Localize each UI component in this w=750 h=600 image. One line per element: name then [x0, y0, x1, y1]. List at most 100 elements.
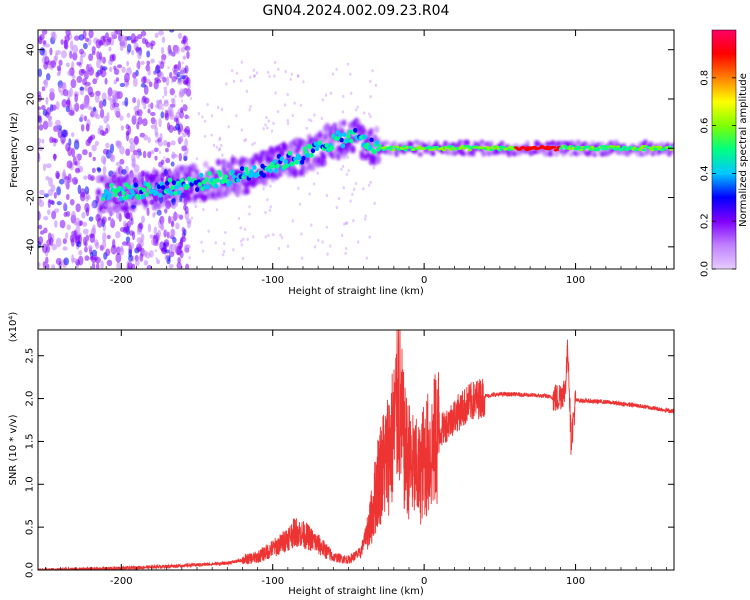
noise-blob — [210, 133, 213, 137]
ridge-blob — [235, 177, 241, 183]
y-tick-label: 2.0 — [25, 391, 36, 407]
noise-blob — [354, 181, 358, 186]
noise-blob — [175, 213, 181, 219]
noise-blob — [94, 256, 101, 264]
noise-blob — [279, 233, 282, 237]
noise-blob — [38, 115, 43, 124]
noise-blob — [298, 202, 302, 206]
noise-blob — [240, 239, 243, 243]
noise-blob — [323, 152, 327, 156]
noise-blob — [84, 37, 89, 42]
noise-blob — [85, 139, 91, 147]
y-tick-label: 1.0 — [25, 476, 36, 492]
noise-blob — [84, 240, 88, 247]
noise-blob — [71, 254, 75, 264]
noise-blob — [162, 95, 165, 99]
noise-blob — [168, 30, 175, 33]
ridge-blob — [204, 177, 209, 182]
ridge-blob — [147, 184, 152, 190]
noise-blob — [51, 104, 57, 111]
noise-blob — [147, 108, 151, 114]
noise-blob — [177, 118, 180, 122]
noise-blob — [241, 256, 245, 261]
noise-blob — [38, 36, 43, 45]
noise-blob — [230, 69, 234, 73]
ridge-blob — [290, 161, 295, 167]
noise-blob — [126, 43, 132, 53]
noise-blob — [118, 212, 122, 222]
noise-blob — [184, 138, 188, 148]
noise-blob — [262, 127, 265, 131]
ridge-blob — [218, 172, 223, 178]
noise-blob — [176, 71, 181, 78]
noise-blob — [130, 204, 137, 209]
noise-blob — [71, 147, 76, 158]
noise-blob — [163, 229, 167, 238]
noise-blob — [72, 176, 78, 185]
noise-blob — [75, 225, 81, 234]
noise-blob — [38, 262, 41, 268]
noise-blob — [122, 220, 128, 228]
band-blob — [279, 149, 285, 157]
noise-blob — [82, 228, 89, 235]
ridge-blob — [223, 174, 228, 180]
noise-blob — [165, 157, 171, 164]
ridge-blob — [297, 155, 302, 161]
noise-blob — [201, 249, 205, 253]
noise-blob — [221, 153, 224, 157]
ridge-blob — [403, 148, 408, 152]
noise-blob — [156, 243, 159, 247]
noise-blob — [158, 150, 162, 154]
noise-blob — [143, 84, 149, 95]
noise-blob — [48, 199, 54, 204]
noise-blob — [131, 97, 137, 103]
noise-blob — [119, 145, 125, 155]
noise-blob — [361, 157, 364, 161]
noise-blob — [249, 104, 252, 109]
noise-blob — [61, 50, 67, 59]
noise-blob — [56, 71, 61, 77]
noise-blob — [321, 240, 324, 244]
noise-blob — [160, 247, 165, 252]
noise-blob — [128, 137, 135, 145]
noise-blob — [181, 227, 186, 233]
band-blob — [464, 140, 471, 146]
noise-blob — [163, 155, 166, 160]
noise-blob — [181, 145, 187, 152]
noise-blob — [182, 88, 188, 95]
band-blob — [335, 153, 342, 161]
noise-blob — [184, 125, 190, 135]
noise-blob — [280, 144, 283, 148]
y-tick-label: 20 — [26, 93, 37, 106]
noise-blob — [49, 88, 55, 94]
noise-blob — [181, 131, 184, 135]
noise-blob — [92, 224, 96, 235]
noise-blob — [164, 109, 169, 119]
noise-blob — [160, 111, 165, 119]
noise-blob — [160, 172, 165, 181]
noise-blob — [293, 101, 296, 105]
ridge-blob — [273, 168, 279, 174]
noise-blob — [112, 89, 118, 100]
noise-blob — [107, 87, 113, 97]
noise-blob — [58, 59, 63, 66]
noise-blob — [255, 71, 259, 75]
noise-blob — [142, 250, 148, 257]
noise-blob — [182, 132, 187, 138]
noise-blob — [53, 192, 57, 199]
band-blob — [524, 140, 531, 146]
noise-blob — [218, 147, 222, 151]
band-blob — [219, 185, 225, 193]
noise-blob — [179, 113, 183, 117]
ridge-blob — [154, 190, 159, 196]
noise-blob — [76, 241, 82, 248]
band-blob — [188, 186, 194, 194]
band-blob — [664, 142, 670, 148]
noise-blob — [369, 95, 372, 99]
noise-blob — [291, 219, 294, 223]
noise-blob — [329, 244, 332, 248]
noise-blob — [102, 232, 107, 242]
noise-blob — [47, 120, 53, 128]
noise-blob — [362, 187, 365, 191]
noise-blob — [126, 35, 132, 41]
